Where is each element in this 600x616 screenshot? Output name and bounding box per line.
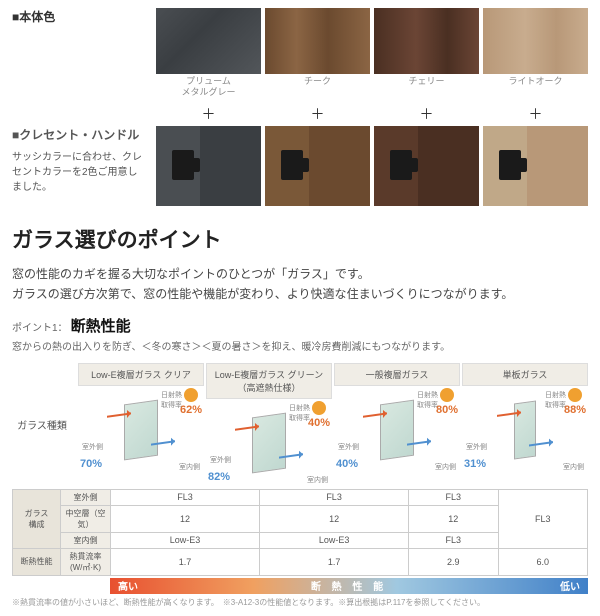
handle-image [265,126,370,206]
grad-right: 低い [560,578,580,593]
swatch-label: チーク [265,76,370,98]
swatch-label: チェリー [374,76,479,98]
main-title: ガラス選びのポイント [12,224,588,254]
footnote: ※熱貫流率の値が小さいほど、断熱性能が高くなります。 ※3-A12-3の性能値と… [12,597,588,608]
glass-type-header: Low-E複層ガラス クリア [78,363,204,386]
swatch-row: プリューム メタルグレーチークチェリーライトオーク [156,8,588,98]
crescent-desc: サッシカラーに合わせ、クレセントカラーを2色ご用意しました。 [12,150,142,195]
point-prefix: ポイント1： [12,323,68,334]
color-swatch [374,8,479,74]
body-text: 窓の性能のカギを握る大切なポイントのひとつが「ガラス」です。 ガラスの選び方次第… [12,264,588,305]
plus-icon: ＋ [265,104,370,124]
handle-image [156,126,261,206]
glass-type-header: 単板ガラス [462,363,588,386]
glass-diagram: 40%82%日射熱 取得率室外側室内側 [206,399,332,487]
plus-icon: ＋ [374,104,479,124]
grad-left: 高い [118,578,138,593]
plus-icon: ＋ [156,104,261,124]
swatch-label: プリューム メタルグレー [156,76,261,98]
glass-columns: Low-E複層ガラス クリア62%70%日射熱 取得率室外側室内側Low-E複層… [78,363,588,487]
point-desc: 窓からの熱の出入りを防ぎ、＜冬の寒さ＞＜夏の暑さ＞を抑え、暖冷房費削減にもつなが… [12,340,588,355]
color-swatch [156,8,261,74]
glass-diagram: 62%70%日射熱 取得率室外側室内側 [78,386,204,474]
glass-diagram: 88%31%日射熱 取得率室外側室内側 [462,386,588,474]
swatch-label: ライトオーク [483,76,588,98]
plus-row: ＋＋＋＋ [156,104,588,124]
plus-icon: ＋ [483,104,588,124]
glass-diagram: 80%40%日射熱 取得率室外側室内側 [334,386,460,474]
handle-image [374,126,479,206]
glass-type-label: ガラス種類 [12,363,72,487]
color-swatch [265,8,370,74]
crescent-label: ■クレセント・ハンドル [12,126,142,144]
body-color-label: ■本体色 [12,8,142,25]
composition-table: ガラス 構成室外側FL3FL3FL3FL3中空層（空気）121212室内側Low… [12,489,588,576]
gradient-bar: 高い 断 熱 性 能 低い [110,578,588,594]
point-title: 断熱性能 [71,318,131,335]
glass-type-header: 一般複層ガラス [334,363,460,386]
grad-mid: 断 熱 性 能 [311,578,387,593]
glass-type-header: Low-E複層ガラス グリーン（高遮熱仕様） [206,363,332,399]
handle-images [156,126,588,206]
handle-image [483,126,588,206]
color-swatch [483,8,588,74]
